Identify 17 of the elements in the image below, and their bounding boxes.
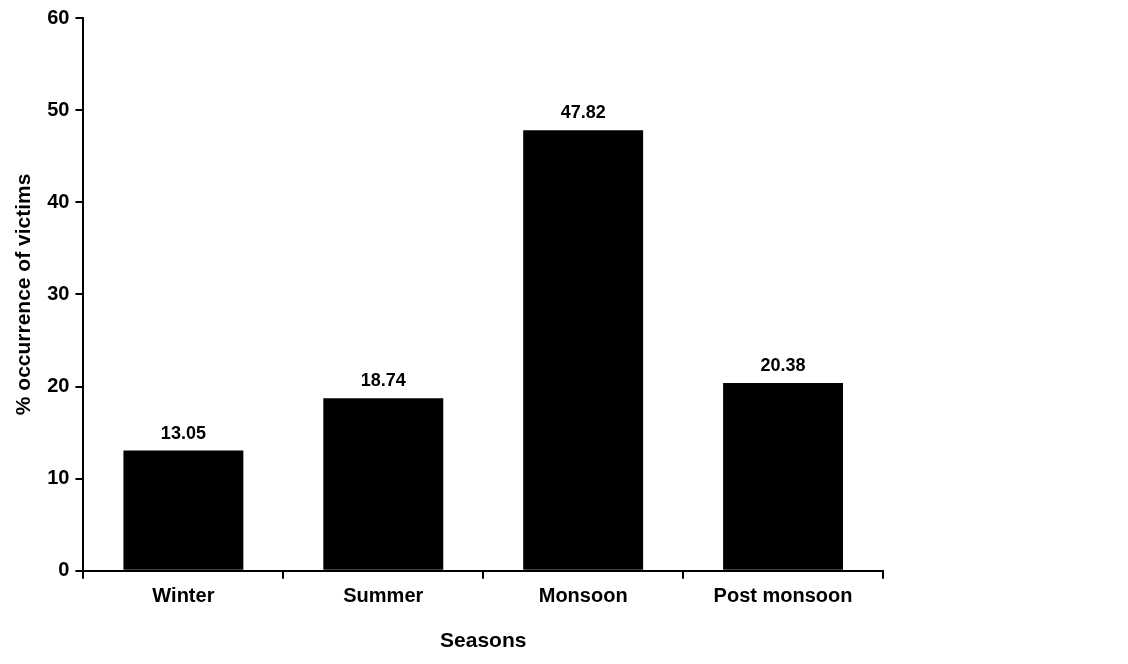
data-label: 13.05 [160, 422, 206, 443]
y-tick-label: 40 [47, 189, 70, 212]
x-tick-label: Monsoon [538, 584, 628, 607]
data-label: 20.38 [760, 355, 806, 375]
x-tick-label: Winter [152, 584, 215, 607]
y-tick-label: 50 [47, 97, 70, 120]
y-axis-title: % occurrence of victims [11, 173, 35, 416]
x-axis-title: Seasons [440, 628, 527, 652]
x-tick-label: Summer [343, 584, 424, 607]
y-tick-label: 20 [47, 374, 70, 397]
y-tick-label: 60 [47, 5, 70, 28]
x-tick-label: Post monsoon [713, 584, 853, 607]
data-label: 18.74 [360, 370, 406, 391]
y-tick-label: 10 [47, 466, 70, 489]
data-label: 47.82 [560, 102, 606, 123]
y-tick-label: 0 [58, 558, 70, 581]
y-tick-label: 30 [47, 281, 70, 304]
